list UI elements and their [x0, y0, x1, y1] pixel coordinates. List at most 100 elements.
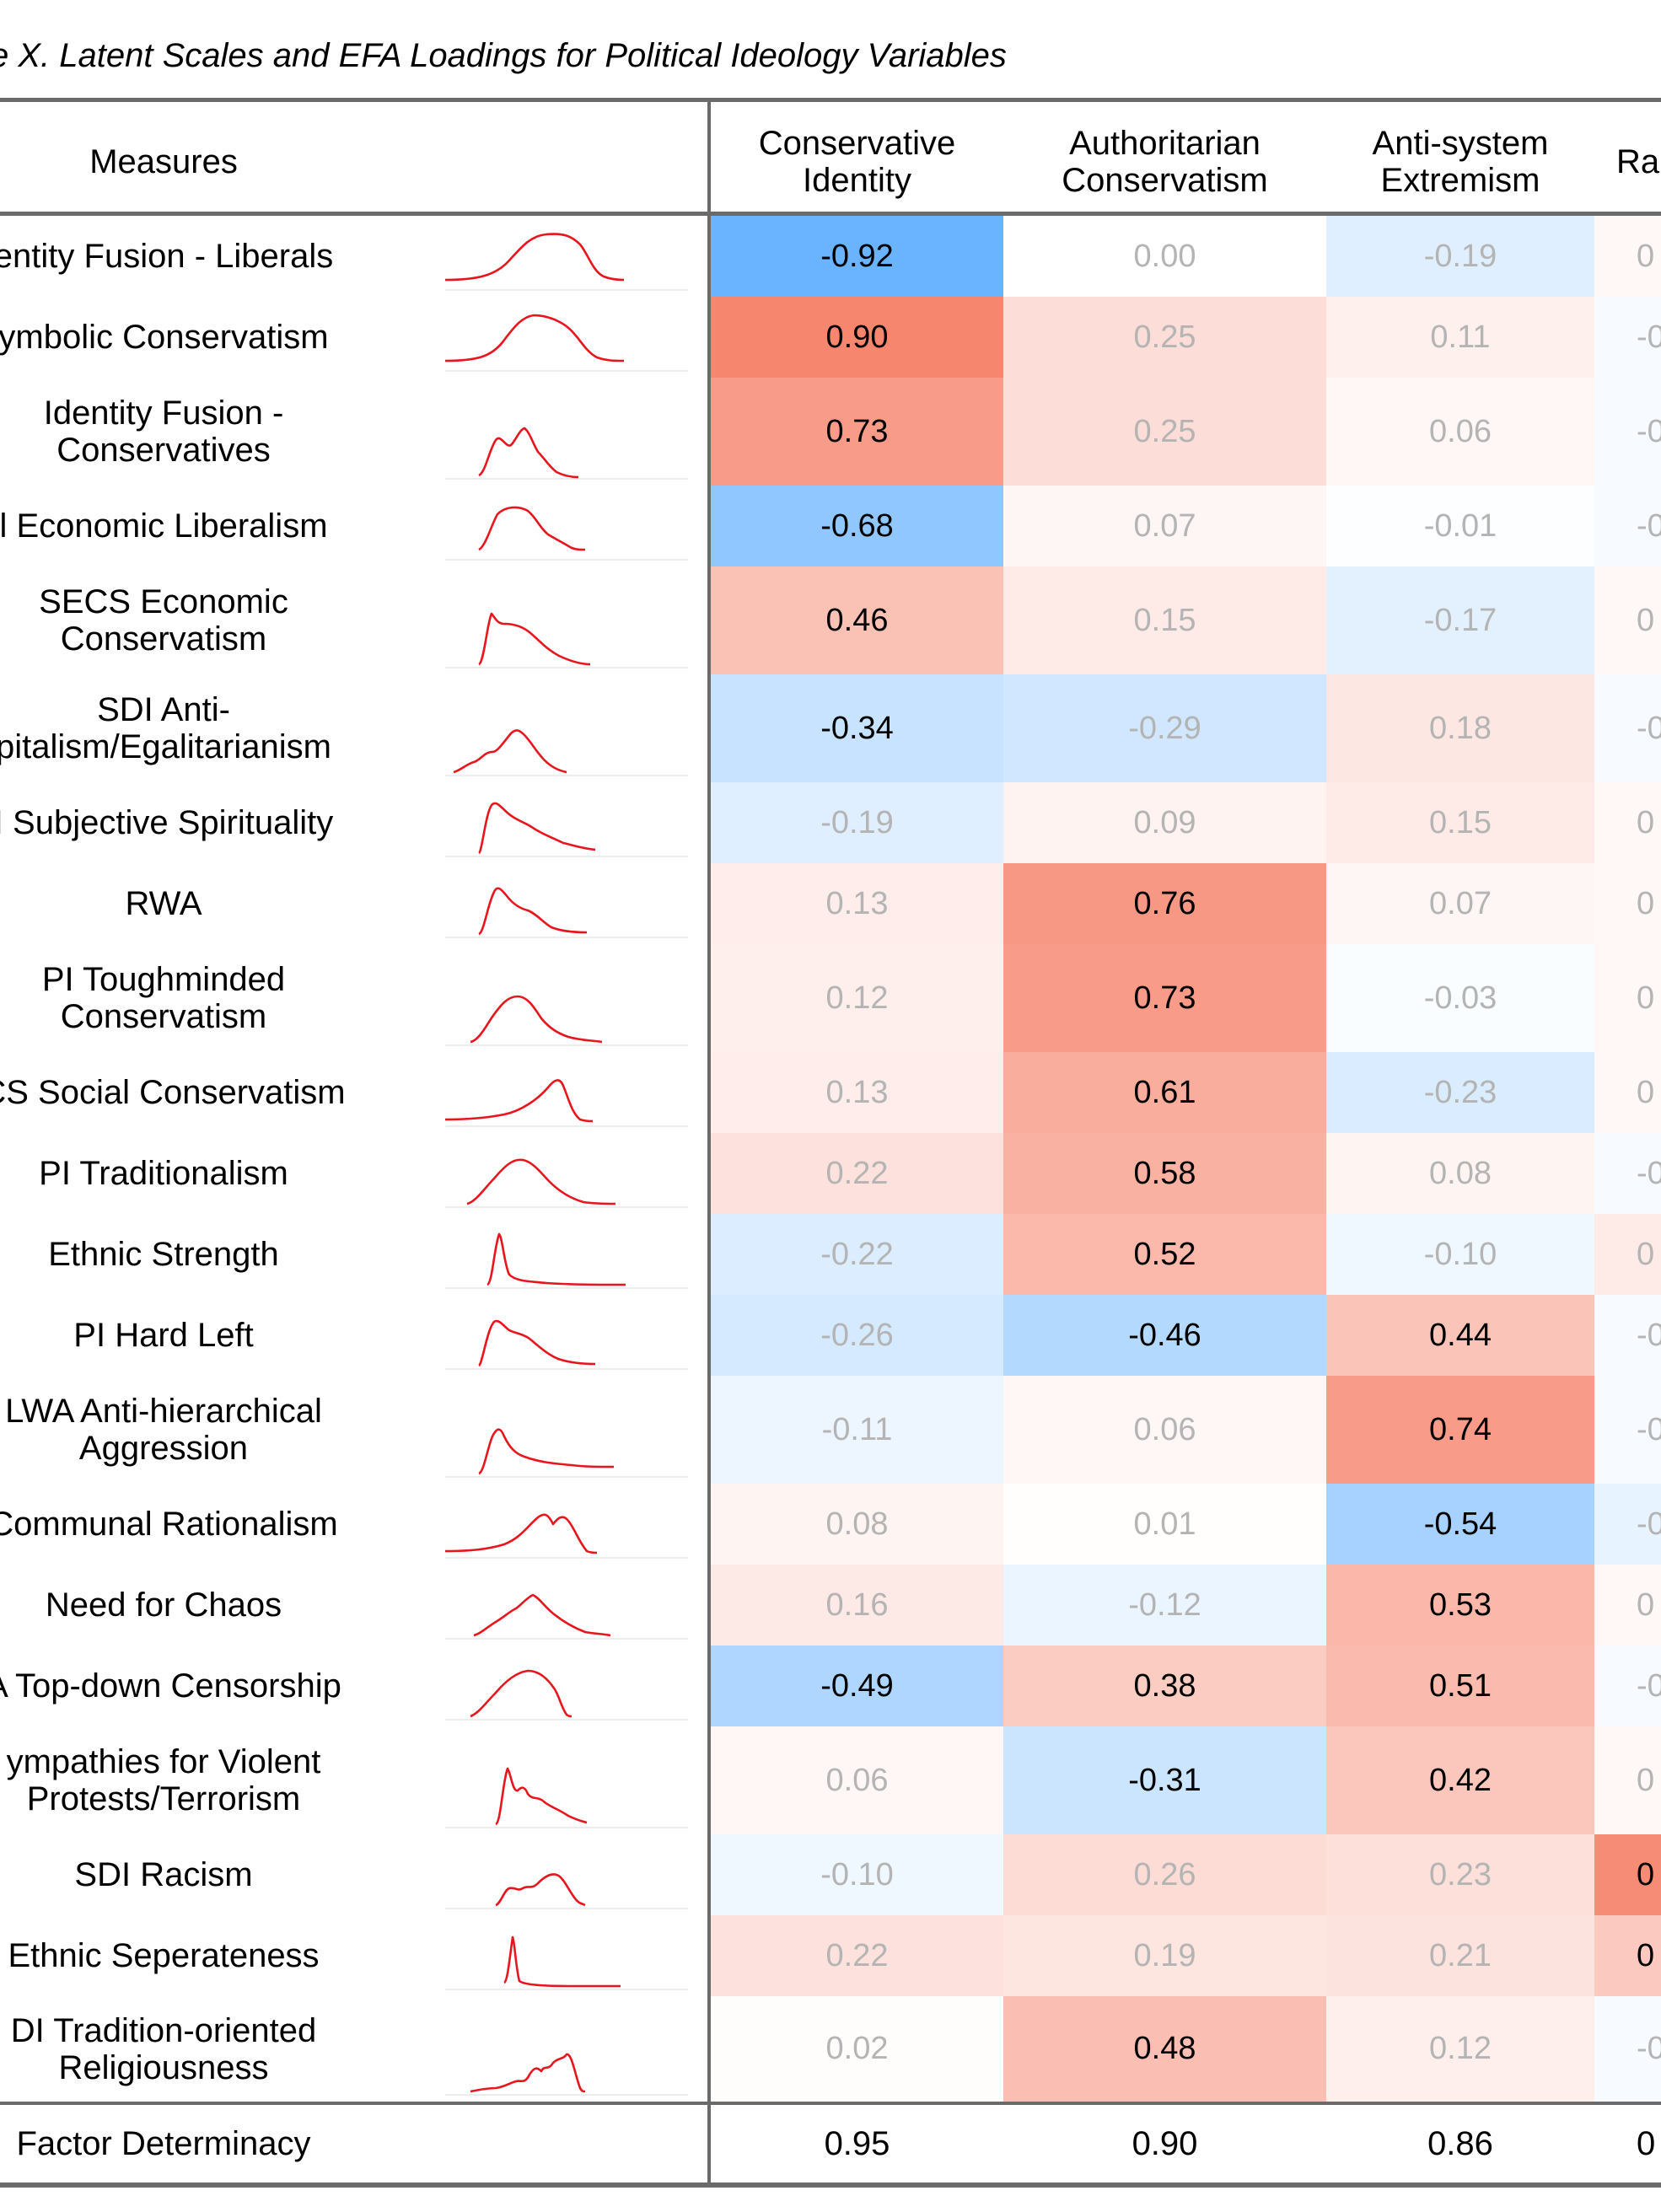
measure-label: Ethnic Seperateness — [0, 1915, 417, 1996]
loading-cell: -0.29 — [1003, 674, 1326, 782]
measures-header: Measures — [89, 143, 238, 180]
sparkline-curve — [478, 427, 579, 479]
measure-label: ymbolic Conservatism — [0, 297, 417, 378]
measure-label: PI Traditionalism — [0, 1133, 417, 1214]
distribution-sparkline — [445, 1209, 688, 1290]
sparkline-curve — [477, 802, 596, 855]
factor-header-line: Ra — [1616, 143, 1660, 180]
factor-header: Anti-system Extremism — [1326, 116, 1594, 207]
distribution-sparkline — [445, 1829, 688, 1910]
measure-label: DI Tradition-oriented Religiousness — [0, 1996, 417, 2102]
loading-cell: 0.07 — [1326, 863, 1594, 944]
footer-label: Factor Determinacy — [16, 2124, 311, 2162]
loading-cell: 0.01 — [1003, 1484, 1326, 1565]
loading-cell: -0.10 — [1326, 1214, 1594, 1295]
distribution-sparkline — [445, 292, 688, 373]
loading-cell: -0 — [1594, 1646, 1661, 1726]
loading-cell: -0 — [1594, 378, 1661, 486]
loading-cell: -0 — [1594, 674, 1661, 782]
loading-cell: -0.49 — [711, 1646, 1003, 1726]
loading-cell: 0.42 — [1326, 1726, 1594, 1834]
measure-label-line: LWA Anti-hierarchical — [5, 1393, 322, 1430]
loading-cell: 0.22 — [711, 1133, 1003, 1214]
loading-cell: 0 — [1594, 782, 1661, 863]
loading-cell: 0.15 — [1326, 782, 1594, 863]
measure-label: SDI Anti-pitalism/Egalitarianism — [0, 674, 417, 782]
measure-label-line: Conservatism — [60, 620, 267, 658]
measure-label-line: ympathies for Violent — [6, 1743, 321, 1780]
sparkline-svg — [445, 1158, 688, 1208]
loading-cell: 0.11 — [1326, 297, 1594, 378]
sparkline-svg — [445, 1593, 688, 1640]
loading-cell: 0.90 — [711, 297, 1003, 378]
sparkline-curve — [445, 233, 625, 282]
loading-cell: -0.26 — [711, 1295, 1003, 1376]
sparkline-svg — [445, 887, 688, 938]
measure-label: PI Hard Left — [0, 1295, 417, 1376]
loading-cell: 0.48 — [1003, 1996, 1326, 2102]
loading-cell: 0.15 — [1003, 566, 1326, 674]
measure-label: entity Fusion - Liberals — [0, 216, 417, 297]
sparkline-curve — [470, 2053, 586, 2093]
sparkline-svg — [445, 233, 688, 291]
distribution-sparkline — [445, 1290, 688, 1371]
distribution-sparkline — [445, 696, 688, 777]
loading-cell: -0 — [1594, 297, 1661, 378]
loading-cell: 0.06 — [1326, 378, 1594, 486]
measure-label: RWA — [0, 863, 417, 944]
sparkline-curve — [445, 1079, 594, 1123]
loading-cell: -0 — [1594, 1376, 1661, 1484]
loading-cell: 0 — [1594, 944, 1661, 1052]
measure-label-line: I Subjective Spirituality — [0, 804, 334, 841]
measure-label-line: PI Traditionalism — [39, 1155, 288, 1192]
loading-cell: 0.52 — [1003, 1214, 1326, 1295]
measure-label-line: SDI Racism — [74, 1856, 253, 1893]
table-title: e X. Latent Scales and EFA Loadings for … — [0, 37, 1007, 74]
footer-rule — [0, 2102, 1661, 2105]
loading-cell: -0.19 — [1326, 216, 1594, 297]
loading-cell: 0 — [1594, 1052, 1661, 1133]
loading-cell: 0 — [1594, 1915, 1661, 1996]
loading-cell: -0.19 — [711, 782, 1003, 863]
distribution-sparkline — [445, 1560, 688, 1640]
sparkline-curve — [495, 1767, 588, 1826]
measure-label: A Top-down Censorship — [0, 1646, 417, 1726]
sparkline-svg — [445, 1079, 688, 1127]
loading-cell: -0.12 — [1003, 1565, 1326, 1646]
measure-label: SDI Racism — [0, 1834, 417, 1915]
sparkline-svg — [445, 995, 688, 1046]
sparkline-curve — [473, 1593, 611, 1637]
sparkline-svg — [445, 1513, 688, 1559]
loading-cell: -0 — [1594, 486, 1661, 566]
factor-header: Authoritarian Conservatism — [1003, 116, 1326, 207]
distribution-sparkline — [445, 588, 688, 669]
top-rule — [0, 98, 1661, 102]
loading-cell: 0.23 — [1326, 1834, 1594, 1915]
measure-label-line: Religiousness — [58, 2048, 269, 2086]
measure-label: l Economic Liberalism — [0, 486, 417, 566]
distribution-sparkline — [445, 2016, 688, 2097]
distribution-sparkline — [445, 1128, 688, 1209]
measure-label-line: CS Social Conservatism — [0, 1074, 346, 1111]
sparkline-svg — [445, 506, 688, 561]
loading-cell: 0.61 — [1003, 1052, 1326, 1133]
loading-cell: 0.07 — [1003, 486, 1326, 566]
sparkline-svg — [445, 802, 688, 857]
loading-cell: 0.08 — [711, 1484, 1003, 1565]
measure-label-line: Conservatives — [56, 432, 271, 469]
loading-cell: 0.13 — [711, 863, 1003, 944]
loading-cell: -0.22 — [711, 1214, 1003, 1295]
distribution-sparkline — [445, 966, 688, 1047]
measure-label: Ethnic Strength — [0, 1214, 417, 1295]
sparkline-curve — [486, 1232, 626, 1286]
sparkline-curve — [470, 995, 603, 1044]
measure-label: CS Social Conservatism — [0, 1052, 417, 1133]
loading-cell: 0.53 — [1326, 1565, 1594, 1646]
measure-label-line: Need for Chaos — [45, 1587, 282, 1624]
measure-label-line: A Top-down Censorship — [0, 1667, 341, 1705]
loading-cell: -0.54 — [1326, 1484, 1594, 1565]
sparkline-curve — [495, 1873, 586, 1907]
sparkline-curve — [478, 1428, 615, 1475]
determinacy-value: 0.90 — [1132, 2124, 1198, 2162]
